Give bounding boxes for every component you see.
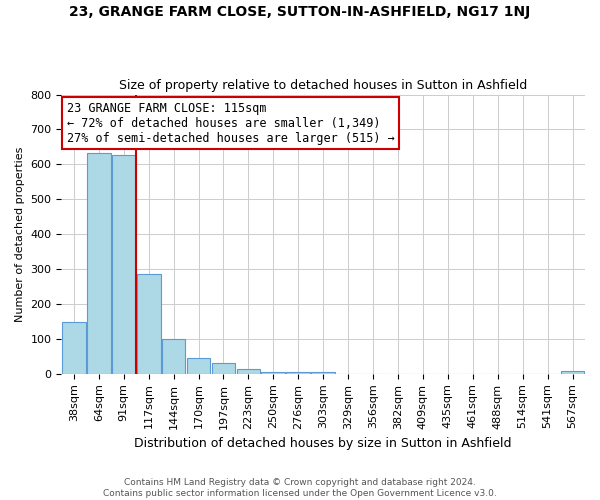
X-axis label: Distribution of detached houses by size in Sutton in Ashfield: Distribution of detached houses by size … <box>134 437 512 450</box>
Bar <box>187 358 211 374</box>
Bar <box>262 372 285 374</box>
Bar <box>212 362 235 374</box>
Text: Contains HM Land Registry data © Crown copyright and database right 2024.
Contai: Contains HM Land Registry data © Crown c… <box>103 478 497 498</box>
Bar <box>137 274 161 374</box>
Bar <box>236 370 260 374</box>
Bar <box>311 372 335 374</box>
Bar <box>286 372 310 374</box>
Bar <box>87 153 110 374</box>
Text: 23, GRANGE FARM CLOSE, SUTTON-IN-ASHFIELD, NG17 1NJ: 23, GRANGE FARM CLOSE, SUTTON-IN-ASHFIEL… <box>70 5 530 19</box>
Y-axis label: Number of detached properties: Number of detached properties <box>15 146 25 322</box>
Text: 23 GRANGE FARM CLOSE: 115sqm
← 72% of detached houses are smaller (1,349)
27% of: 23 GRANGE FARM CLOSE: 115sqm ← 72% of de… <box>67 102 394 144</box>
Bar <box>162 339 185 374</box>
Bar <box>560 371 584 374</box>
Bar <box>112 154 136 374</box>
Bar <box>62 322 86 374</box>
Title: Size of property relative to detached houses in Sutton in Ashfield: Size of property relative to detached ho… <box>119 79 527 92</box>
